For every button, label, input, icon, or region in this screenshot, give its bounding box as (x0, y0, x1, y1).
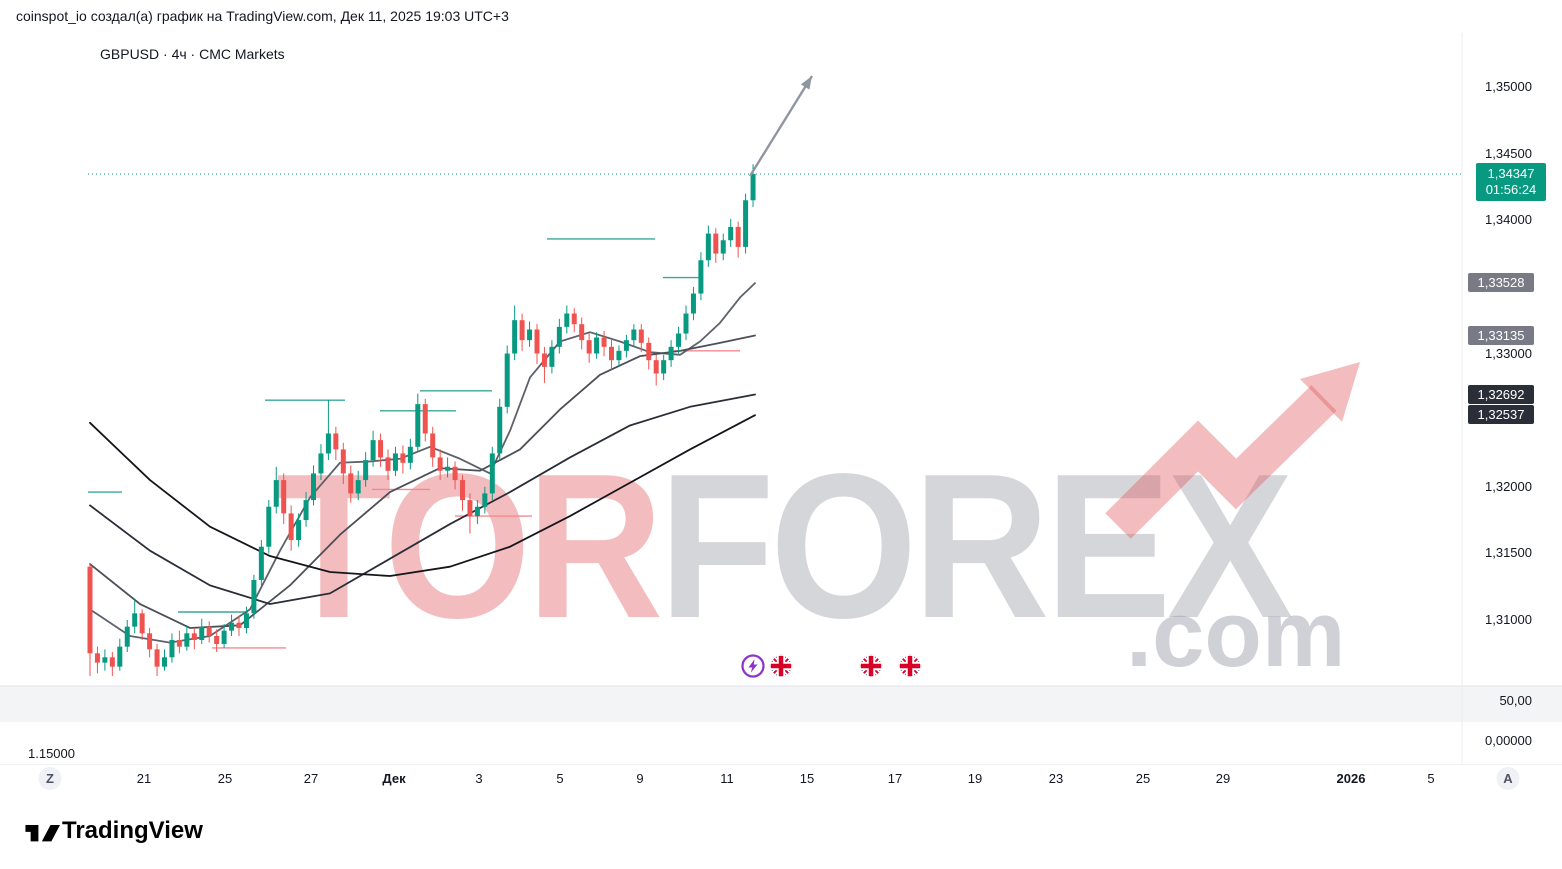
time-axis[interactable]: 21 25 27 Дек 3 5 9 11 15 17 19 23 25 29 2026 5 Z A (0, 765, 1562, 793)
time-axis-label: 27 (303, 771, 319, 786)
time-axis-label: 17 (887, 771, 903, 786)
time-axis-label: Дек (382, 771, 406, 786)
auto-fit-button[interactable]: A (1496, 767, 1520, 790)
time-axis-label: 15 (799, 771, 815, 786)
ma-slowest (89, 414, 756, 577)
price-axis[interactable] (1462, 33, 1562, 765)
projection-arrow[interactable] (748, 75, 814, 177)
uk-flag-icon (898, 654, 922, 678)
price-chart-canvas[interactable] (0, 0, 1562, 793)
time-axis-label: 11 (720, 771, 734, 786)
ma-medium (89, 334, 756, 629)
current-price-badge: 1,34347 01:56:24 (1476, 163, 1546, 201)
left-scale-label: 1.15000 (28, 746, 75, 761)
share-header: coinspot_io создал(а) график на TradingV… (0, 0, 1562, 33)
time-axis-label: 29 (1215, 771, 1231, 786)
current-price-value: 1,34347 (1487, 166, 1535, 181)
time-axis-label: 19 (967, 771, 983, 786)
footer: TradingView (0, 793, 1562, 869)
time-axis-label: 3 (475, 771, 483, 786)
time-axis-label: 5 (556, 771, 564, 786)
tradingview-logo-icon[interactable] (22, 815, 60, 847)
time-axis-label: 9 (636, 771, 644, 786)
timezone-button[interactable]: Z (38, 767, 62, 790)
time-axis-label: 25 (217, 771, 233, 786)
candlestick-series (87, 164, 756, 676)
ma-fast (89, 282, 756, 644)
time-axis-label: 2026 (1336, 771, 1366, 786)
uk-flag-icon (769, 654, 793, 678)
current-price-countdown: 01:56:24 (1485, 182, 1537, 197)
economic-event-lightning-icon (741, 654, 765, 678)
time-axis-label: 23 (1048, 771, 1064, 786)
tradingview-brand[interactable]: TradingView (62, 817, 203, 844)
chart-region[interactable]: TORFOREX .com GBPUSD · 4ч · CMC Markets … (0, 0, 1562, 793)
time-axis-label: 21 (136, 771, 152, 786)
indicator-pane-strip (0, 686, 1562, 722)
symbol-title[interactable]: GBPUSD · 4ч · CMC Markets (100, 46, 285, 62)
moving-average-lines (89, 282, 756, 644)
level-segments (88, 238, 740, 649)
time-axis-label: 5 (1427, 771, 1435, 786)
share-text: coinspot_io создал(а) график на TradingV… (16, 8, 509, 24)
uk-flag-icon (859, 654, 883, 678)
time-axis-label: 25 (1135, 771, 1151, 786)
ma-slow (89, 393, 756, 605)
